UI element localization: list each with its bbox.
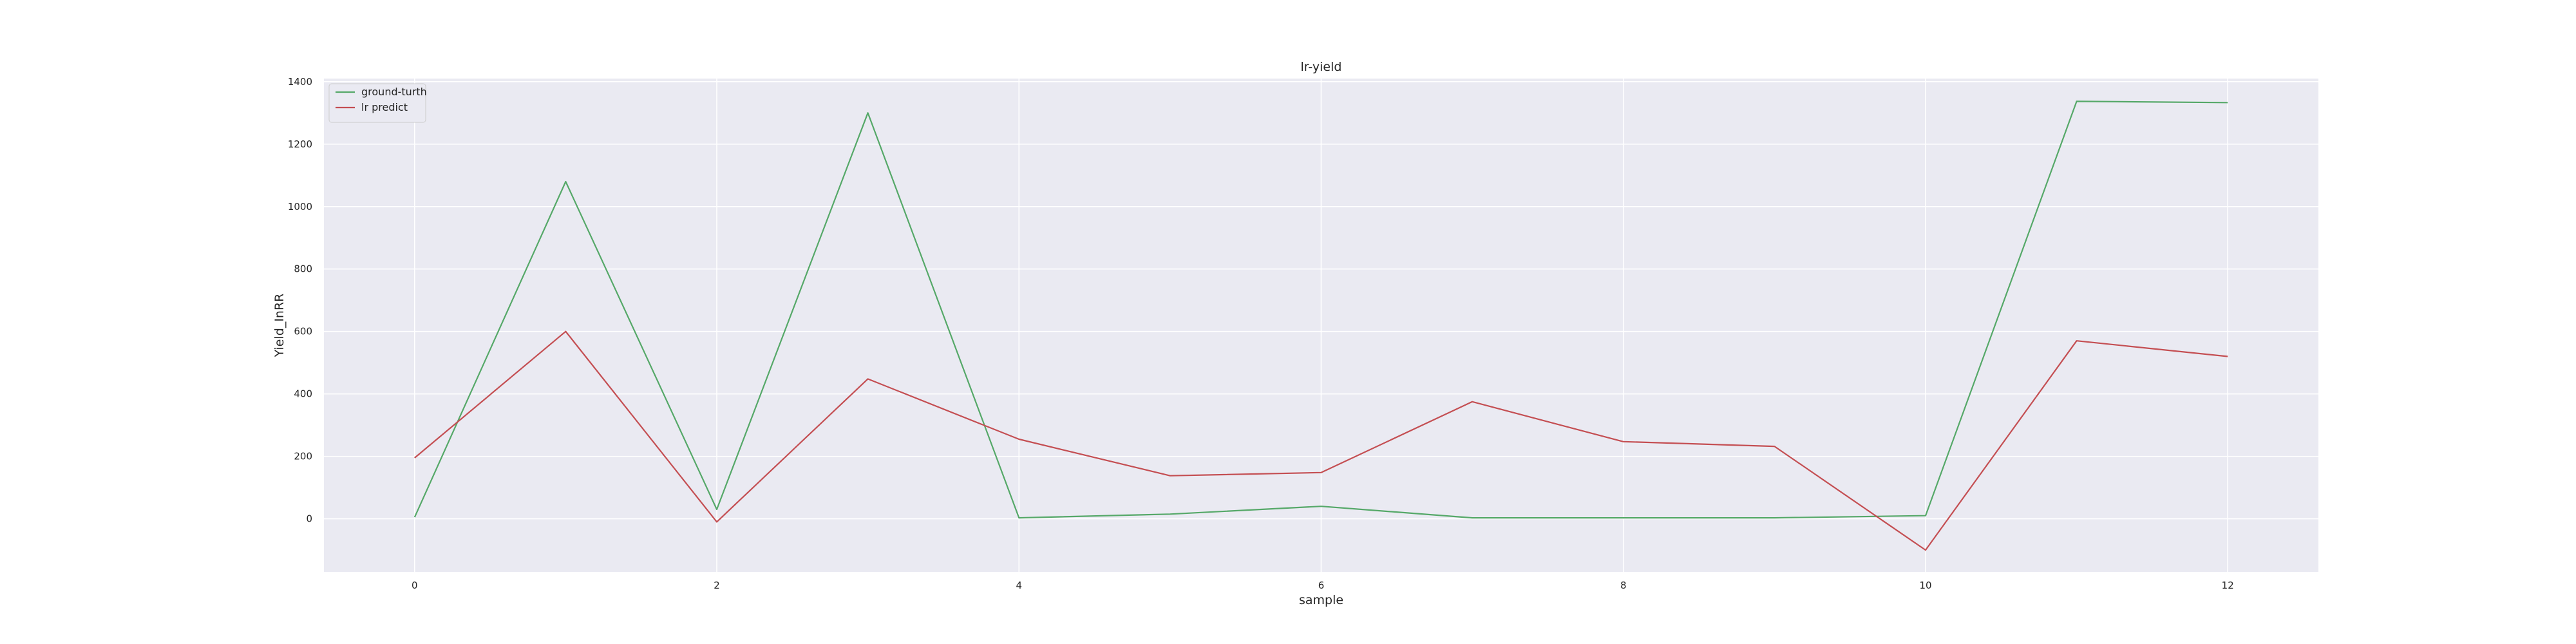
x-tick-label: 12 [2222, 580, 2234, 591]
y-tick-label: 600 [294, 326, 312, 337]
y-tick-label: 800 [294, 263, 312, 275]
y-tick-label: 1400 [288, 76, 312, 88]
x-tick-label: 2 [714, 580, 720, 591]
series-lines [413, 100, 2228, 551]
legend-label: ground-turth [361, 86, 427, 98]
legend: ground-turth lr predict [328, 83, 427, 123]
x-tick-label: 10 [1919, 580, 1931, 591]
chart-title: lr-yield [1301, 60, 1342, 74]
x-axis-label: sample [1299, 593, 1343, 607]
y-tick-label: 0 [306, 513, 312, 525]
x-tick-label: 0 [412, 580, 418, 591]
series-line-1 [413, 100, 2228, 519]
series-line-2 [414, 330, 2228, 551]
x-tick-label: 6 [1318, 580, 1325, 591]
tick-labels: 0 2 4 6 8 10 12 0 200 400 600 800 1000 1200 1400 [288, 76, 2234, 591]
y-tick-label: 400 [294, 388, 312, 400]
x-tick-label: 8 [1620, 580, 1627, 591]
y-tick-label: 200 [294, 451, 312, 462]
x-tick-label: 4 [1016, 580, 1022, 591]
y-tick-label: 1000 [288, 201, 312, 213]
y-axis-label: Yield_InRR [272, 294, 287, 358]
grid [324, 79, 2318, 572]
y-tick-label: 1200 [288, 138, 312, 150]
legend-box [328, 83, 426, 123]
legend-label: lr predict [361, 101, 408, 113]
